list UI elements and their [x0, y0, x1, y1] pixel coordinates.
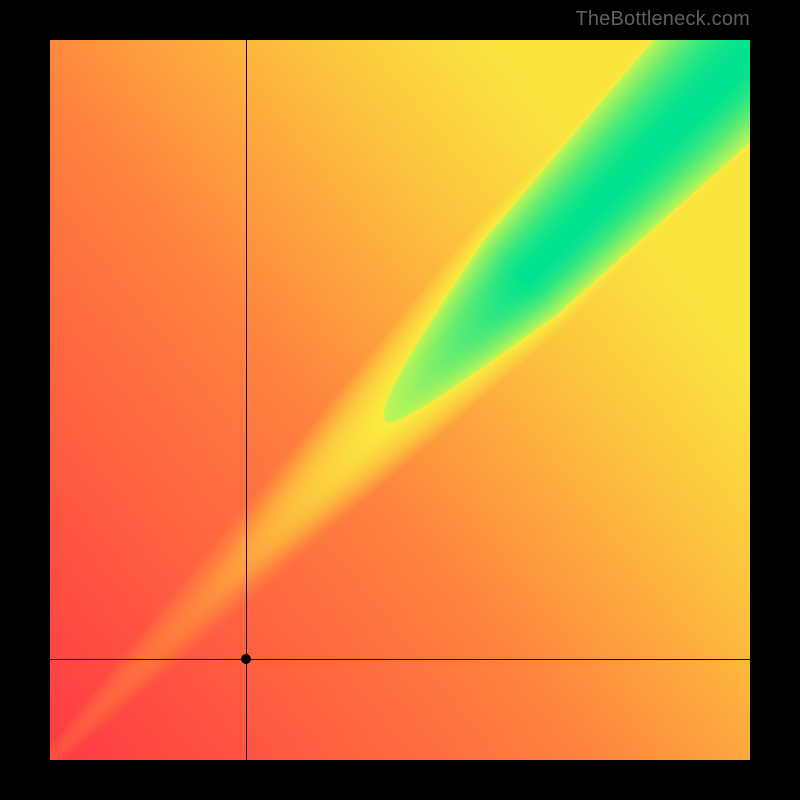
chart-container: TheBottleneck.com — [0, 0, 800, 800]
heatmap-canvas — [50, 40, 750, 760]
data-point-marker — [241, 654, 251, 664]
attribution-text: TheBottleneck.com — [575, 8, 750, 31]
heatmap-plot-area — [50, 40, 750, 760]
crosshair-horizontal — [50, 659, 750, 660]
crosshair-vertical — [246, 40, 247, 760]
